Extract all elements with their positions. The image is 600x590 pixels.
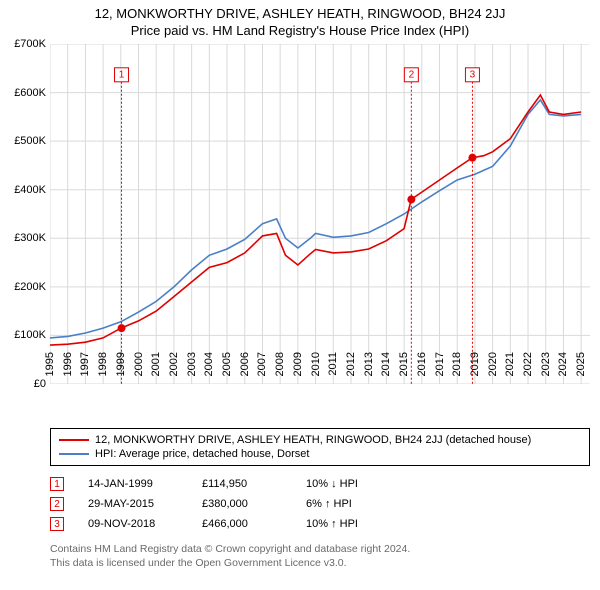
event-date: 09-NOV-2018 xyxy=(88,518,178,530)
x-tick-label: 1999 xyxy=(115,352,127,376)
chart-title-address: 12, MONKWORTHY DRIVE, ASHLEY HEATH, RING… xyxy=(0,6,600,21)
event-pct: 6% ↑ HPI xyxy=(306,498,416,510)
x-tick-label: 2024 xyxy=(557,352,569,376)
x-tick-label: 2003 xyxy=(186,352,198,376)
x-tick-label: 2020 xyxy=(487,352,499,376)
event-price: £380,000 xyxy=(202,498,282,510)
x-tick-label: 1995 xyxy=(44,352,56,376)
svg-text:2: 2 xyxy=(409,69,415,80)
legend-swatch xyxy=(59,439,89,441)
event-date: 29-MAY-2015 xyxy=(88,498,178,510)
event-row: 2 29-MAY-2015 £380,000 6% ↑ HPI xyxy=(50,494,590,514)
y-tick-label: £200K xyxy=(14,281,46,293)
event-price: £466,000 xyxy=(202,518,282,530)
svg-text:1: 1 xyxy=(119,69,125,80)
legend-row: HPI: Average price, detached house, Dors… xyxy=(59,447,581,461)
legend: 12, MONKWORTHY DRIVE, ASHLEY HEATH, RING… xyxy=(50,428,590,466)
x-axis-labels: 1995199619971998199920002001200220032004… xyxy=(50,350,590,390)
x-tick-label: 2014 xyxy=(380,352,392,376)
chart-area: £0£100K£200K£300K£400K£500K£600K£700K 12… xyxy=(50,44,590,384)
x-tick-label: 2002 xyxy=(168,352,180,376)
y-tick-label: £500K xyxy=(14,135,46,147)
x-tick-label: 2009 xyxy=(292,352,304,376)
attribution-line1: Contains HM Land Registry data © Crown c… xyxy=(50,542,590,556)
attribution-line2: This data is licensed under the Open Gov… xyxy=(50,556,590,570)
chart-subtitle: Price paid vs. HM Land Registry's House … xyxy=(0,23,600,38)
legend-row: 12, MONKWORTHY DRIVE, ASHLEY HEATH, RING… xyxy=(59,433,581,447)
x-tick-label: 2005 xyxy=(221,352,233,376)
x-tick-label: 2006 xyxy=(239,352,251,376)
x-tick-label: 2018 xyxy=(451,352,463,376)
y-tick-label: £300K xyxy=(14,232,46,244)
y-tick-label: £0 xyxy=(34,378,46,390)
x-tick-label: 2016 xyxy=(416,352,428,376)
y-axis-labels: £0£100K£200K£300K£400K£500K£600K£700K xyxy=(0,44,48,384)
x-tick-label: 2025 xyxy=(575,352,587,376)
legend-label: 12, MONKWORTHY DRIVE, ASHLEY HEATH, RING… xyxy=(95,434,531,446)
chart-plot: 1 2 3 xyxy=(50,44,590,384)
x-tick-label: 1996 xyxy=(62,352,74,376)
event-row-marker: 2 xyxy=(50,497,64,511)
x-tick-label: 1997 xyxy=(79,352,91,376)
legend-label: HPI: Average price, detached house, Dors… xyxy=(95,448,309,460)
chart-title-block: 12, MONKWORTHY DRIVE, ASHLEY HEATH, RING… xyxy=(0,0,600,40)
x-tick-label: 2000 xyxy=(133,352,145,376)
y-tick-label: £600K xyxy=(14,87,46,99)
event-date: 14-JAN-1999 xyxy=(88,478,178,490)
y-tick-label: £400K xyxy=(14,184,46,196)
event-row-marker: 3 xyxy=(50,517,64,531)
attribution-footer: Contains HM Land Registry data © Crown c… xyxy=(50,542,590,570)
event-price: £114,950 xyxy=(202,478,282,490)
event-row-marker: 1 xyxy=(50,477,64,491)
x-tick-label: 2008 xyxy=(274,352,286,376)
x-tick-label: 2012 xyxy=(345,352,357,376)
x-tick-label: 2023 xyxy=(540,352,552,376)
legend-swatch xyxy=(59,453,89,455)
x-tick-label: 2001 xyxy=(150,352,162,376)
x-tick-label: 1998 xyxy=(97,352,109,376)
event-pct: 10% ↓ HPI xyxy=(306,478,416,490)
svg-text:3: 3 xyxy=(470,69,476,80)
x-tick-label: 2021 xyxy=(504,352,516,376)
x-tick-label: 2007 xyxy=(256,352,268,376)
event-pct: 10% ↑ HPI xyxy=(306,518,416,530)
y-tick-label: £700K xyxy=(14,38,46,50)
x-tick-label: 2017 xyxy=(434,352,446,376)
x-tick-label: 2015 xyxy=(398,352,410,376)
x-tick-label: 2011 xyxy=(327,352,339,376)
x-tick-label: 2010 xyxy=(310,352,322,376)
event-table: 1 14-JAN-1999 £114,950 10% ↓ HPI 2 29-MAY-201… xyxy=(50,474,590,534)
x-tick-label: 2004 xyxy=(203,352,215,376)
x-tick-label: 2013 xyxy=(363,352,375,376)
y-tick-label: £100K xyxy=(14,329,46,341)
event-row: 1 14-JAN-1999 £114,950 10% ↓ HPI xyxy=(50,474,590,494)
x-tick-label: 2022 xyxy=(522,352,534,376)
event-row: 3 09-NOV-2018 £466,000 10% ↑ HPI xyxy=(50,514,590,534)
x-tick-label: 2019 xyxy=(469,352,481,376)
